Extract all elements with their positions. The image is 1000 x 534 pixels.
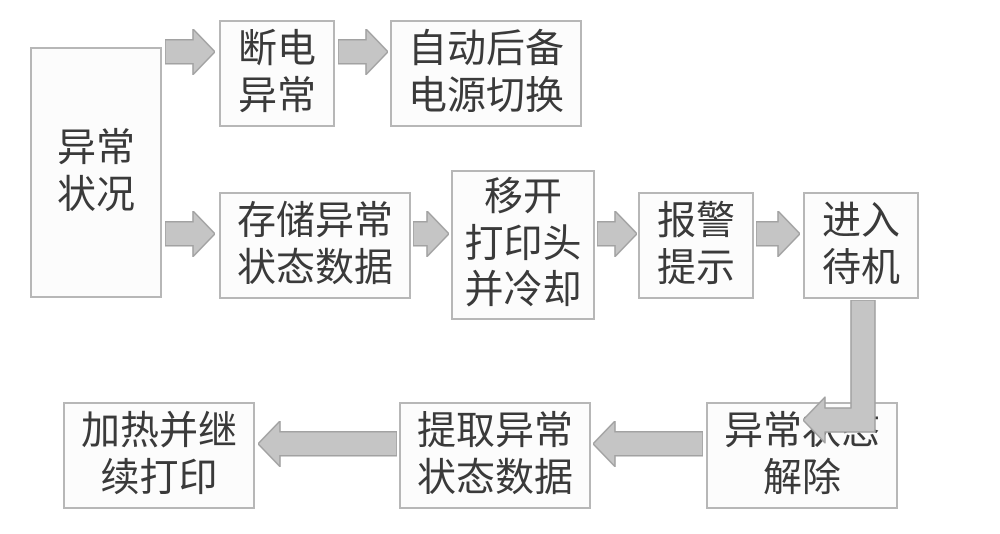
arrow-6	[803, 300, 959, 498]
arrow-3	[413, 211, 449, 262]
node-store: 存储异常 状态数据	[219, 192, 411, 299]
node-label-extract: 提取异常 状态数据	[417, 409, 573, 503]
node-poweroff: 断电 异常	[219, 20, 335, 127]
arrow-1	[338, 29, 388, 80]
node-movehead: 移开 打印头 并冷却	[451, 170, 595, 320]
node-label-poweroff: 断电 异常	[238, 27, 316, 121]
arrow-7	[593, 421, 703, 472]
node-backup: 自动后备 电源切换	[390, 20, 582, 127]
node-label-heat: 加热并继 续打印	[81, 409, 237, 503]
node-standby: 进入 待机	[803, 192, 919, 299]
node-label-backup: 自动后备 电源切换	[408, 27, 564, 121]
node-label-store: 存储异常 状态数据	[237, 199, 393, 293]
arrow-8	[258, 421, 397, 472]
node-label-abnormal: 异常 状况	[57, 126, 135, 220]
node-abnormal: 异常 状况	[30, 47, 162, 298]
arrow-0	[165, 29, 215, 80]
node-label-movehead: 移开 打印头 并冷却	[464, 175, 581, 315]
node-extract: 提取异常 状态数据	[399, 402, 591, 509]
node-alarm: 报警 提示	[638, 192, 754, 299]
node-label-standby: 进入 待机	[822, 199, 900, 293]
arrow-2	[165, 211, 215, 262]
arrow-4	[597, 211, 637, 262]
arrow-5	[756, 211, 800, 262]
node-heat: 加热并继 续打印	[63, 402, 255, 509]
node-label-alarm: 报警 提示	[657, 199, 735, 293]
